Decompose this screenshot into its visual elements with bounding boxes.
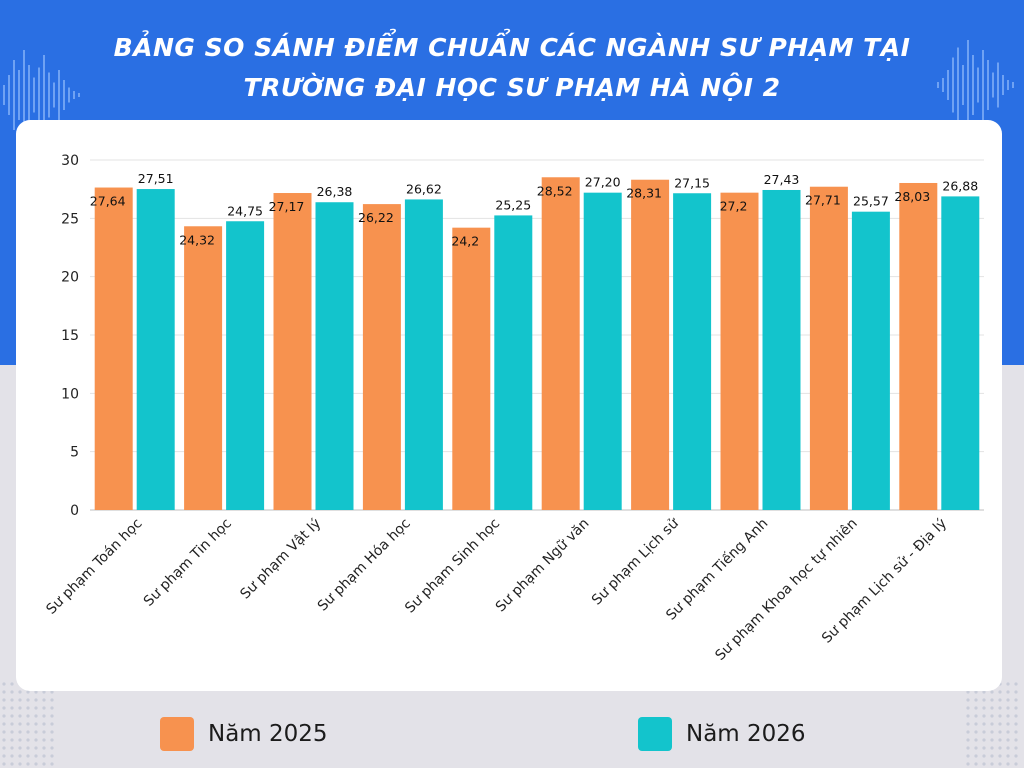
- bar-2025: [94, 187, 133, 511]
- title-line-2: TRƯỜNG ĐẠI HỌC SƯ PHẠM HÀ NỘI 2: [243, 73, 781, 102]
- data-label-2025: 28,03: [894, 189, 930, 204]
- y-tick-label: 15: [61, 328, 79, 344]
- bar-2026: [226, 221, 265, 510]
- x-tick-label: Sư phạm Tin học: [141, 516, 235, 610]
- data-label-2026: 26,38: [317, 184, 353, 199]
- bar-2025: [541, 177, 580, 510]
- data-label-2025: 26,22: [358, 210, 394, 225]
- legend-item-2025: Năm 2025: [160, 714, 328, 754]
- bar-2026: [136, 189, 175, 511]
- bar-2026: [851, 211, 890, 510]
- data-label-2025: 27,17: [269, 199, 305, 214]
- bar-2025: [631, 179, 670, 510]
- bar-2025: [899, 182, 938, 510]
- soundwave-left-decoration: [3, 50, 80, 140]
- data-label-2026: 26,88: [942, 178, 978, 193]
- data-label-2026: 27,15: [674, 175, 710, 190]
- dot-pattern-right-decoration: [966, 682, 1018, 766]
- page-title: BẢNG SO SÁNH ĐIỂM CHUẨN CÁC NGÀNH SƯ PHẠ…: [0, 28, 1024, 108]
- bar-2026: [941, 196, 980, 510]
- data-label-2025: 24,32: [179, 232, 215, 247]
- legend-label-2025: Năm 2025: [208, 721, 328, 747]
- y-tick-label: 25: [61, 211, 79, 227]
- legend-item-2026: Năm 2026: [638, 714, 806, 754]
- y-tick-label: 10: [61, 386, 79, 402]
- data-label-2026: 27,20: [585, 175, 621, 190]
- bar-2025: [273, 193, 312, 510]
- data-label-2025: 28,52: [537, 183, 573, 198]
- x-tick-label: Sư phạm Vật lý: [237, 516, 324, 603]
- x-tick-label: Sư phạm Khoa học tự nhiên: [712, 516, 860, 664]
- soundwave-right-decoration: [937, 40, 1014, 130]
- bar-2026: [494, 215, 533, 510]
- data-label-2026: 27,51: [138, 171, 174, 186]
- bar-2025: [452, 227, 491, 510]
- data-label-2026: 27,43: [764, 172, 800, 187]
- data-label-2026: 26,62: [406, 181, 442, 196]
- title-line-1: BẢNG SO SÁNH ĐIỂM CHUẨN CÁC NGÀNH SƯ PHẠ…: [113, 33, 911, 62]
- x-tick-label: Sư phạm Hóa học: [315, 516, 414, 615]
- legend-swatch-2026: [638, 717, 672, 751]
- data-label-2026: 25,25: [495, 197, 531, 212]
- y-tick-label: 0: [70, 503, 79, 519]
- y-tick-label: 5: [70, 445, 79, 461]
- data-label-2025: 27,71: [805, 193, 841, 208]
- bar-2025: [809, 186, 848, 510]
- bar-2026: [315, 202, 354, 510]
- bar-2026: [673, 193, 712, 510]
- y-tick-label: 20: [61, 270, 79, 286]
- x-tick-label: Sư phạm Tiếng Anh: [663, 515, 772, 624]
- x-tick-label: Sư phạm Sinh học: [402, 516, 503, 617]
- legend-swatch-2025: [160, 717, 194, 751]
- bar-2026: [583, 192, 622, 510]
- data-label-2025: 27,2: [720, 199, 748, 214]
- bar-2025: [184, 226, 223, 510]
- data-label-2025: 28,31: [626, 186, 662, 201]
- data-label-2025: 27,64: [90, 194, 126, 209]
- bar-2025: [362, 204, 401, 510]
- bar-2026: [762, 189, 801, 510]
- data-label-2025: 24,2: [451, 234, 479, 249]
- x-tick-label: Sư phạm Toán học: [43, 516, 145, 618]
- x-tick-label: Sư phạm Lịch sử: [589, 515, 683, 609]
- data-label-2026: 24,75: [227, 203, 263, 218]
- bar-2025: [720, 192, 759, 510]
- x-tick-label: Sư phạm Ngữ văn: [493, 516, 593, 616]
- y-tick-label: 30: [61, 153, 79, 169]
- data-label-2026: 25,57: [853, 194, 889, 209]
- legend-label-2026: Năm 2026: [686, 721, 806, 747]
- bar-2026: [404, 199, 443, 510]
